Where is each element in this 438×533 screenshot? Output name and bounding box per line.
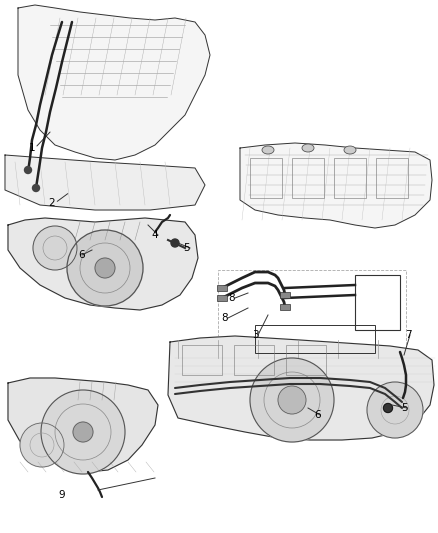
Polygon shape [5, 155, 205, 210]
Bar [250, 158, 282, 198]
Bar [234, 345, 274, 375]
Bar [286, 345, 326, 375]
Bar [334, 158, 366, 198]
Text: 8: 8 [222, 313, 228, 323]
Bar [182, 345, 222, 375]
Bar [280, 292, 290, 298]
Text: 4: 4 [152, 230, 158, 240]
Bar [355, 275, 400, 330]
Circle shape [95, 258, 115, 278]
Circle shape [278, 386, 306, 414]
Circle shape [67, 230, 143, 306]
Circle shape [367, 382, 423, 438]
Text: 5: 5 [402, 403, 408, 413]
Ellipse shape [302, 144, 314, 152]
Polygon shape [8, 218, 198, 310]
Bar [292, 158, 324, 198]
Bar [376, 158, 408, 198]
Circle shape [171, 239, 179, 247]
Ellipse shape [262, 146, 274, 154]
Bar [255, 325, 375, 353]
Polygon shape [168, 336, 434, 440]
Text: 1: 1 [28, 143, 35, 153]
Text: 5: 5 [184, 243, 191, 253]
Polygon shape [240, 143, 432, 228]
Bar [218, 270, 406, 360]
Polygon shape [8, 378, 158, 472]
Polygon shape [18, 5, 210, 160]
Circle shape [41, 390, 125, 474]
Bar [217, 295, 227, 301]
Circle shape [20, 423, 64, 467]
Text: 6: 6 [314, 410, 321, 420]
Text: 8: 8 [229, 293, 235, 303]
Text: 2: 2 [49, 198, 55, 208]
Bar [217, 285, 227, 291]
Circle shape [33, 226, 77, 270]
Circle shape [25, 166, 32, 174]
Circle shape [32, 184, 39, 191]
Circle shape [73, 422, 93, 442]
Circle shape [250, 358, 334, 442]
Text: 3: 3 [252, 330, 258, 340]
Text: 9: 9 [59, 490, 65, 500]
Ellipse shape [344, 146, 356, 154]
Text: 7: 7 [405, 330, 411, 340]
Bar [280, 304, 290, 310]
Text: 6: 6 [79, 250, 85, 260]
Circle shape [384, 403, 392, 413]
